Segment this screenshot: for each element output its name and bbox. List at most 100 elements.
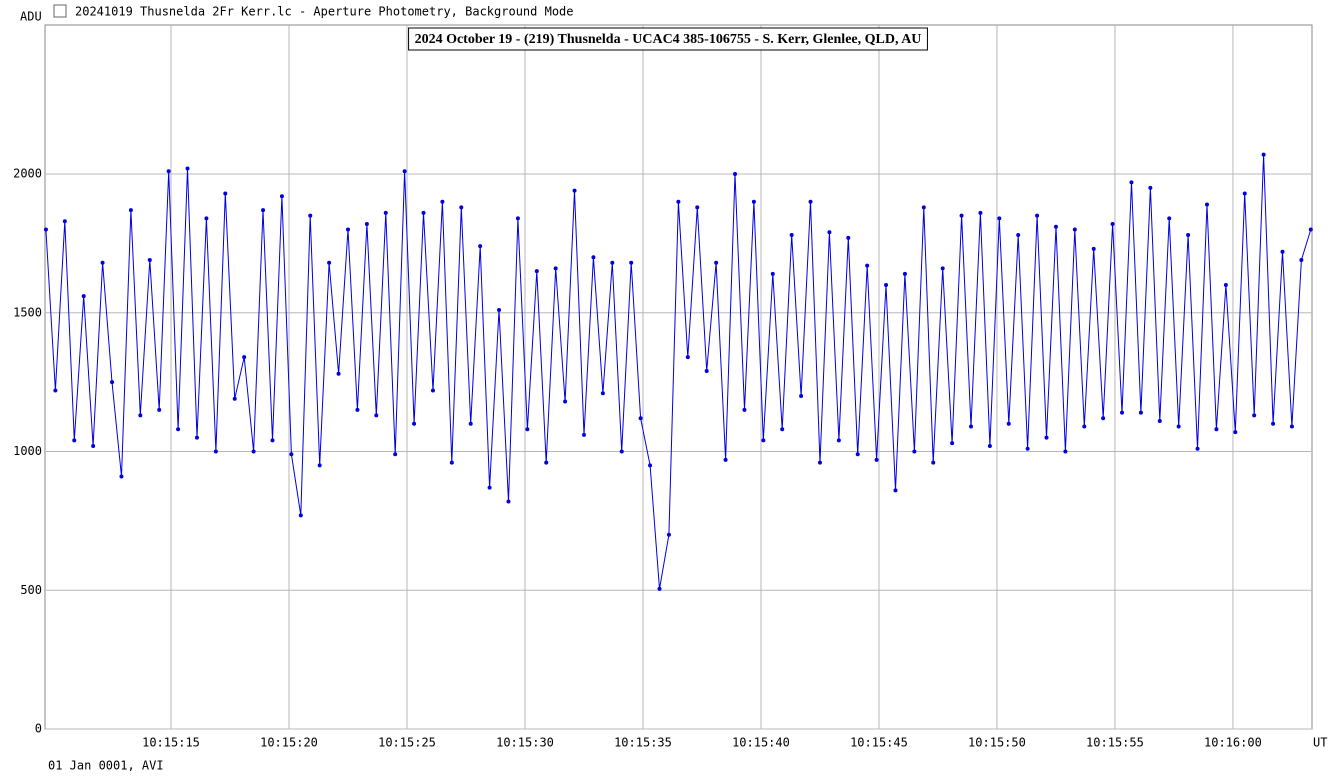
- x-tick-label: 10:15:40: [732, 736, 790, 750]
- data-point: [478, 244, 483, 249]
- app-icon: [53, 4, 67, 18]
- data-point: [950, 441, 955, 446]
- data-point: [43, 227, 48, 232]
- data-point: [789, 233, 794, 238]
- data-point: [751, 199, 756, 204]
- data-point: [327, 260, 332, 265]
- data-point: [110, 380, 115, 385]
- data-point: [166, 169, 171, 174]
- data-point: [940, 266, 945, 271]
- data-point: [1101, 416, 1106, 421]
- data-point: [1299, 258, 1304, 263]
- data-point: [978, 210, 983, 215]
- data-point: [459, 205, 464, 210]
- data-point: [1025, 446, 1030, 451]
- footer: 01 Jan 0001, AVI: [48, 759, 164, 773]
- data-point: [619, 449, 624, 454]
- data-point: [666, 532, 671, 537]
- y-tick-label: 1500: [13, 305, 42, 319]
- data-point: [827, 230, 832, 235]
- data-point: [402, 169, 407, 174]
- data-point: [1044, 435, 1049, 440]
- data-point: [1091, 246, 1096, 251]
- data-point: [1261, 152, 1266, 157]
- data-point: [279, 194, 284, 199]
- data-point: [1129, 180, 1134, 185]
- data-point: [72, 438, 77, 443]
- data-point: [1214, 427, 1219, 432]
- data-point: [969, 424, 974, 429]
- data-point: [393, 452, 398, 457]
- data-point: [298, 513, 303, 518]
- data-point: [563, 399, 568, 404]
- data-point: [1280, 249, 1285, 254]
- data-point: [91, 443, 96, 448]
- data-point: [581, 432, 586, 437]
- data-point: [893, 488, 898, 493]
- data-point: [591, 255, 596, 260]
- data-point: [242, 355, 247, 360]
- data-point: [176, 427, 181, 432]
- data-point: [638, 416, 643, 421]
- data-point: [270, 438, 275, 443]
- data-point: [1308, 227, 1313, 232]
- data-point: [261, 208, 266, 213]
- data-point: [572, 188, 577, 193]
- data-point: [53, 388, 58, 393]
- data-point: [157, 407, 162, 412]
- data-point: [912, 449, 917, 454]
- data-point: [128, 208, 133, 213]
- data-point: [81, 294, 86, 299]
- data-point: [506, 499, 511, 504]
- data-point: [1006, 421, 1011, 426]
- data-point: [1120, 410, 1125, 415]
- data-point: [1063, 449, 1068, 454]
- data-point: [1271, 421, 1276, 426]
- data-point: [931, 460, 936, 465]
- data-point: [780, 427, 785, 432]
- y-tick-label: 500: [20, 583, 42, 597]
- data-point: [1223, 283, 1228, 288]
- data-point: [846, 235, 851, 240]
- x-tick-label: 10:15:35: [614, 736, 672, 750]
- x-tick-label: 10:15:45: [850, 736, 908, 750]
- data-point: [497, 307, 502, 312]
- data-point: [723, 457, 728, 462]
- data-point: [62, 219, 67, 224]
- data-point: [147, 258, 152, 263]
- data-point: [223, 191, 228, 196]
- data-point: [421, 210, 426, 215]
- data-point: [308, 213, 313, 218]
- data-point: [1167, 216, 1172, 221]
- data-point: [742, 407, 747, 412]
- data-point: [714, 260, 719, 265]
- data-point: [997, 216, 1002, 221]
- x-axis-label: UT: [1313, 736, 1327, 750]
- data-point: [383, 210, 388, 215]
- data-point: [449, 460, 454, 465]
- data-point: [194, 435, 199, 440]
- data-point: [855, 452, 860, 457]
- data-point: [487, 485, 492, 490]
- data-point: [1176, 424, 1181, 429]
- data-point: [440, 199, 445, 204]
- data-point: [251, 449, 256, 454]
- data-point: [1082, 424, 1087, 429]
- data-point: [1204, 202, 1209, 207]
- data-point: [355, 407, 360, 412]
- x-tick-label: 10:15:55: [1086, 736, 1144, 750]
- data-point: [100, 260, 105, 265]
- chart-title: 2024 October 19 - (219) Thusnelda - UCAC…: [415, 32, 922, 47]
- data-point: [1289, 424, 1294, 429]
- data-point: [610, 260, 615, 265]
- x-tick-label: 10:15:50: [968, 736, 1026, 750]
- data-point: [902, 271, 907, 276]
- data-point: [1110, 221, 1115, 226]
- data-point: [525, 427, 530, 432]
- data-point: [412, 421, 417, 426]
- x-tick-label: 10:15:20: [260, 736, 318, 750]
- data-point: [336, 371, 341, 376]
- data-point: [761, 438, 766, 443]
